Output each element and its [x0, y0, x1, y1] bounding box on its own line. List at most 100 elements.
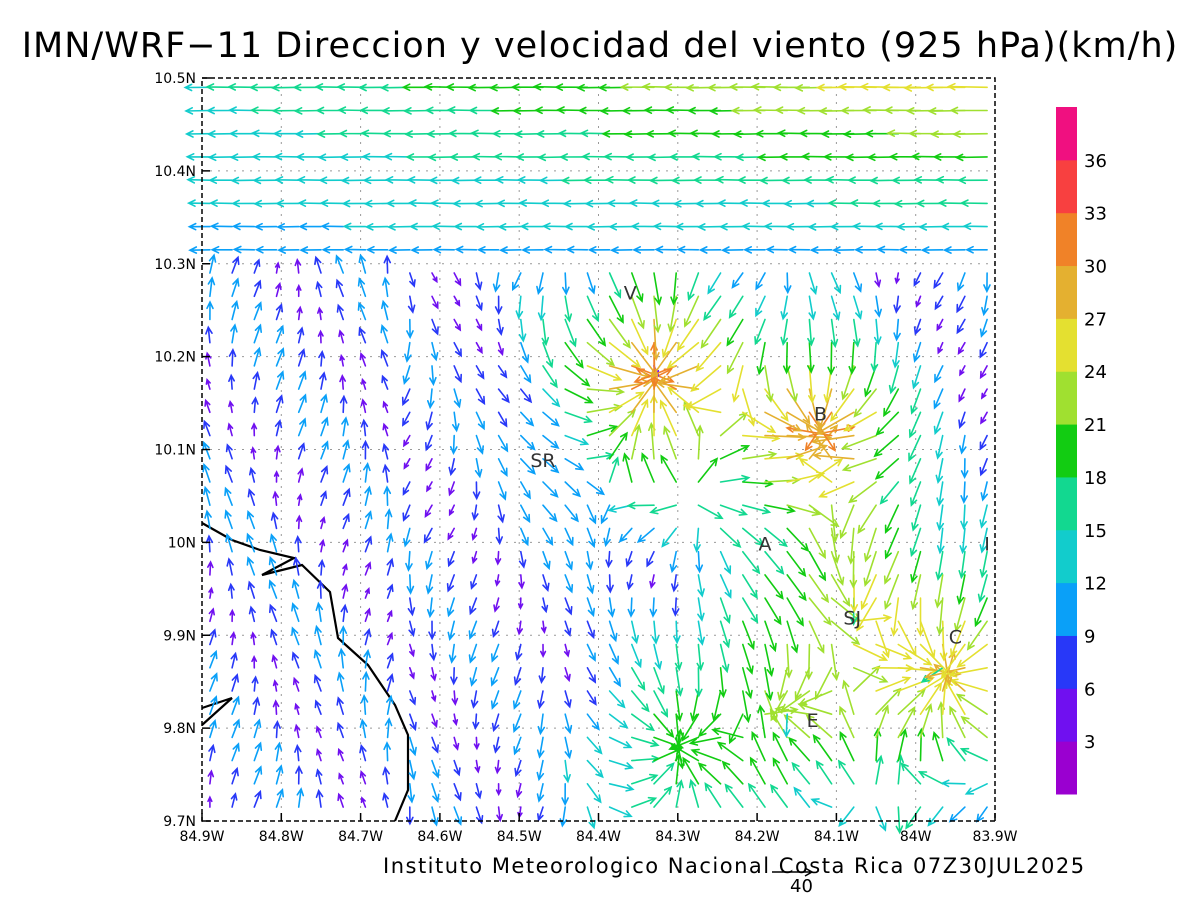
wind-vector-arrow	[276, 246, 300, 254]
wind-vector-arrow	[853, 318, 861, 348]
wind-vector-arrow	[321, 245, 344, 254]
wind-vector-arrow	[650, 341, 677, 379]
wind-vector-arrow	[875, 754, 884, 785]
wind-vector-arrow	[493, 597, 500, 613]
wind-vector-arrow	[719, 643, 730, 674]
wind-vector-arrow	[475, 806, 484, 825]
wind-vector-arrow	[681, 713, 700, 742]
wind-vector-arrow	[250, 446, 257, 460]
wind-vector-arrow	[764, 411, 803, 432]
wind-vector-arrow	[895, 222, 922, 231]
wind-vector-arrow	[386, 652, 394, 669]
wind-vector-arrow	[863, 550, 877, 587]
wind-vector-arrow	[273, 152, 300, 161]
wind-vector-arrow	[519, 222, 544, 231]
wind-vector-arrow	[608, 806, 633, 818]
axis-ticks: 84.9W 84.8W 84.7W 84.6W 84.5W 84.4W 84.3W 84.2W…	[154, 71, 1017, 845]
wind-vector-arrow	[429, 365, 437, 387]
wind-vector-arrow	[253, 346, 262, 367]
wind-vector-arrow	[742, 388, 756, 427]
lat-tick-label: 10.5N	[154, 71, 196, 87]
wind-vector-arrow	[874, 295, 882, 318]
wind-vector-arrow	[448, 458, 456, 477]
wind-vector-arrow	[210, 245, 233, 254]
wind-vector-arrow	[297, 370, 307, 390]
wind-vector-arrow	[586, 643, 596, 662]
wind-vector-arrow	[564, 574, 574, 594]
wind-vector-arrow	[564, 411, 594, 424]
wind-vector-arrow	[600, 504, 611, 525]
wind-vector-arrow	[979, 527, 988, 554]
colorbar-label: 6	[1084, 679, 1095, 700]
wind-vector-arrow	[495, 783, 502, 797]
wind-vector-arrow	[299, 246, 322, 254]
wind-vector-arrow	[357, 277, 367, 298]
wind-vector-arrow	[749, 756, 766, 785]
wind-vector-arrow	[769, 783, 788, 808]
wind-vector-arrow	[696, 643, 704, 672]
wind-vector-arrow	[205, 325, 213, 344]
wind-vector-arrow	[933, 272, 944, 290]
map-title: IMN/WRF−11 Direccion y velocidad del vie…	[21, 26, 1179, 66]
wind-vector-arrow	[608, 408, 637, 437]
wind-vector-arrow	[251, 152, 278, 161]
wind-vector-arrow	[360, 694, 369, 715]
wind-vector-arrow	[960, 481, 968, 505]
wind-vector-arrow	[320, 464, 329, 483]
wind-vector-arrow	[187, 222, 211, 231]
wind-vector-arrow	[382, 276, 390, 298]
wind-vector-arrow	[253, 741, 263, 762]
wind-vector-arrow	[675, 667, 684, 697]
wind-vector-arrow	[956, 643, 988, 668]
wind-vector-arrow	[275, 370, 285, 390]
lon-tick-label: 84.1W	[814, 829, 859, 845]
wind-vector-arrow	[338, 329, 345, 344]
wind-vector-arrow	[542, 481, 559, 498]
wind-vector-arrow	[272, 699, 280, 715]
wind-vector-arrow	[521, 246, 544, 254]
wind-vector-arrow	[587, 246, 611, 254]
wind-vector-arrow	[204, 509, 212, 530]
wind-vector-arrow	[808, 295, 816, 321]
wind-vector-arrow	[853, 388, 877, 418]
wind-vector-arrow	[883, 388, 900, 418]
wind-vector-arrow	[497, 223, 522, 231]
wind-vector-arrow	[408, 222, 433, 231]
wind-vector-arrow	[209, 695, 218, 715]
wind-vector-arrow	[386, 557, 394, 576]
wind-vector-arrow	[586, 713, 600, 731]
wind-vector-arrow	[451, 199, 478, 208]
wind-vector-arrow	[857, 504, 877, 535]
wind-vector-arrow	[564, 713, 573, 735]
wind-vector-arrow	[409, 643, 415, 658]
wind-vector-arrow	[402, 504, 411, 522]
wind-vector-arrow	[742, 504, 772, 515]
wind-vector-arrow	[674, 222, 700, 231]
wind-vector-arrow	[246, 532, 256, 553]
wind-vector-arrow	[742, 574, 758, 600]
wind-vector-arrow	[208, 586, 214, 599]
wind-vector-arrow	[475, 434, 484, 455]
wind-vector-arrow	[409, 690, 417, 706]
wind-vector-arrow	[764, 365, 774, 403]
wind-vector-arrow	[586, 481, 606, 496]
wind-vector-arrow	[956, 574, 966, 606]
wind-vector-arrow	[805, 643, 813, 681]
wind-vector-arrow	[404, 341, 412, 363]
wind-vector-arrow	[631, 318, 649, 356]
wind-vector-arrow	[405, 550, 413, 572]
wind-vector-arrow	[918, 223, 944, 231]
wind-vector-arrow	[316, 579, 325, 599]
wind-vector-arrow	[453, 222, 478, 231]
wind-vector-arrow	[512, 713, 522, 734]
wind-vector-arrow	[228, 129, 256, 138]
wind-vector-arrow	[449, 434, 458, 456]
wind-vector-arrow	[270, 511, 279, 530]
wind-vector-arrow	[564, 341, 584, 369]
wind-vector-arrow	[205, 534, 214, 553]
wind-vector-arrow	[520, 411, 535, 427]
wind-vector-arrow	[272, 129, 300, 138]
wind-vector-arrow	[893, 295, 901, 314]
wind-vector-arrow	[336, 696, 344, 715]
wind-vector-arrow	[908, 434, 922, 462]
